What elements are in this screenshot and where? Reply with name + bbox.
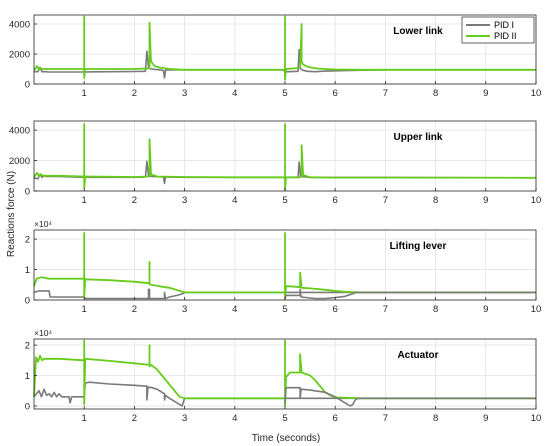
y-tick-label: 2: [25, 235, 30, 246]
y-tick-label: 2: [25, 341, 30, 352]
x-tick-label: 2: [132, 195, 137, 206]
series-line-pid-i: [33, 381, 536, 407]
x-tick-label: 7: [383, 413, 388, 424]
x-tick-label: 5: [282, 195, 287, 206]
y-tick-label: 1: [25, 265, 30, 276]
x-tick-label: 1: [82, 195, 87, 206]
x-tick-label: 6: [333, 304, 338, 315]
legend-box: [461, 16, 535, 44]
series-line-pid-ii: [33, 123, 537, 191]
x-tick-label: 1: [82, 88, 87, 99]
y-tick-label: 0: [25, 80, 30, 91]
x-tick-label: 3: [182, 413, 187, 424]
x-tick-label: 2: [132, 88, 137, 99]
x-tick-label: 1: [82, 304, 87, 315]
y-axis-label: Reactions force (N): [6, 171, 17, 257]
x-tick-label: 8: [433, 88, 438, 99]
y-tick-label: 0: [25, 401, 30, 412]
x-tick-label: 10: [531, 304, 542, 315]
panel-actuator: 1 2 3 4 5 6 7 8 9 10 0 1 2 ×10⁴ Actuator: [25, 328, 542, 424]
x-tick-label: 10: [531, 195, 542, 206]
x-tick-label: 7: [383, 88, 388, 99]
x-tick-label: 1: [82, 413, 87, 424]
legend-label: PID I: [494, 20, 514, 30]
x-tick-label: 4: [232, 413, 237, 424]
x-tick-label: 7: [383, 304, 388, 315]
x-tick-label: 6: [333, 88, 338, 99]
x-tick-label: 9: [483, 413, 488, 424]
x-tick-label: 8: [433, 413, 438, 424]
x-tick-label: 5: [282, 413, 287, 424]
y-tick-label: 1: [25, 371, 30, 382]
panel-title: Upper link: [394, 132, 443, 143]
x-tick-label: 4: [232, 88, 237, 99]
series-line-pid-i: [33, 288, 536, 300]
x-tick-label: 4: [232, 195, 237, 206]
series-line-pid-ii: [33, 15, 536, 81]
y-tick-label: 4000: [9, 20, 30, 31]
legend-label: PID II: [494, 31, 517, 41]
y-tick-label: 4000: [9, 126, 30, 137]
y-tick-label: 0: [25, 296, 30, 307]
x-tick-label: 4: [232, 304, 237, 315]
x-tick-label: 8: [433, 195, 438, 206]
panel-upper-link: 1 2 3 4 5 6 7 8 9 10 0 2000 4000 Upper link: [9, 120, 542, 206]
y-exponent-label: ×10⁴: [34, 219, 52, 229]
x-tick-label: 5: [282, 88, 287, 99]
panel-title: Lower link: [393, 26, 443, 37]
x-tick-label: 6: [333, 195, 338, 206]
y-exponent-label: ×10⁴: [34, 328, 52, 338]
x-tick-label: 10: [531, 413, 542, 424]
y-tick-label: 2000: [9, 50, 30, 61]
panel-title: Lifting lever: [390, 241, 447, 252]
x-axis-label: Time (seconds): [252, 433, 321, 444]
x-tick-label: 3: [182, 195, 187, 206]
x-tick-label: 3: [182, 88, 187, 99]
y-tick-label: 2000: [9, 156, 30, 167]
x-tick-label: 9: [483, 304, 488, 315]
x-tick-label: 2: [132, 413, 137, 424]
x-tick-label: 9: [483, 195, 488, 206]
series-line-pid-i: [284, 386, 536, 407]
y-tick-label: 0: [25, 187, 30, 198]
x-tick-label: 7: [383, 195, 388, 206]
x-tick-label: 2: [132, 304, 137, 315]
series-line-pid-i: [284, 288, 536, 300]
x-tick-label: 10: [531, 88, 542, 99]
series-line-pid-ii: [33, 232, 536, 300]
x-tick-label: 6: [333, 413, 338, 424]
x-tick-label: 5: [282, 304, 287, 315]
x-tick-label: 9: [483, 88, 488, 99]
x-tick-label: 3: [182, 304, 187, 315]
series-line-pid-ii: [33, 339, 536, 407]
panel-lifting-lever: 1 2 3 4 5 6 7 8 9 10 0 1 2 ×10⁴ Lifting lever: [25, 219, 542, 315]
panel-title: Actuator: [397, 350, 438, 361]
x-tick-label: 8: [433, 304, 438, 315]
